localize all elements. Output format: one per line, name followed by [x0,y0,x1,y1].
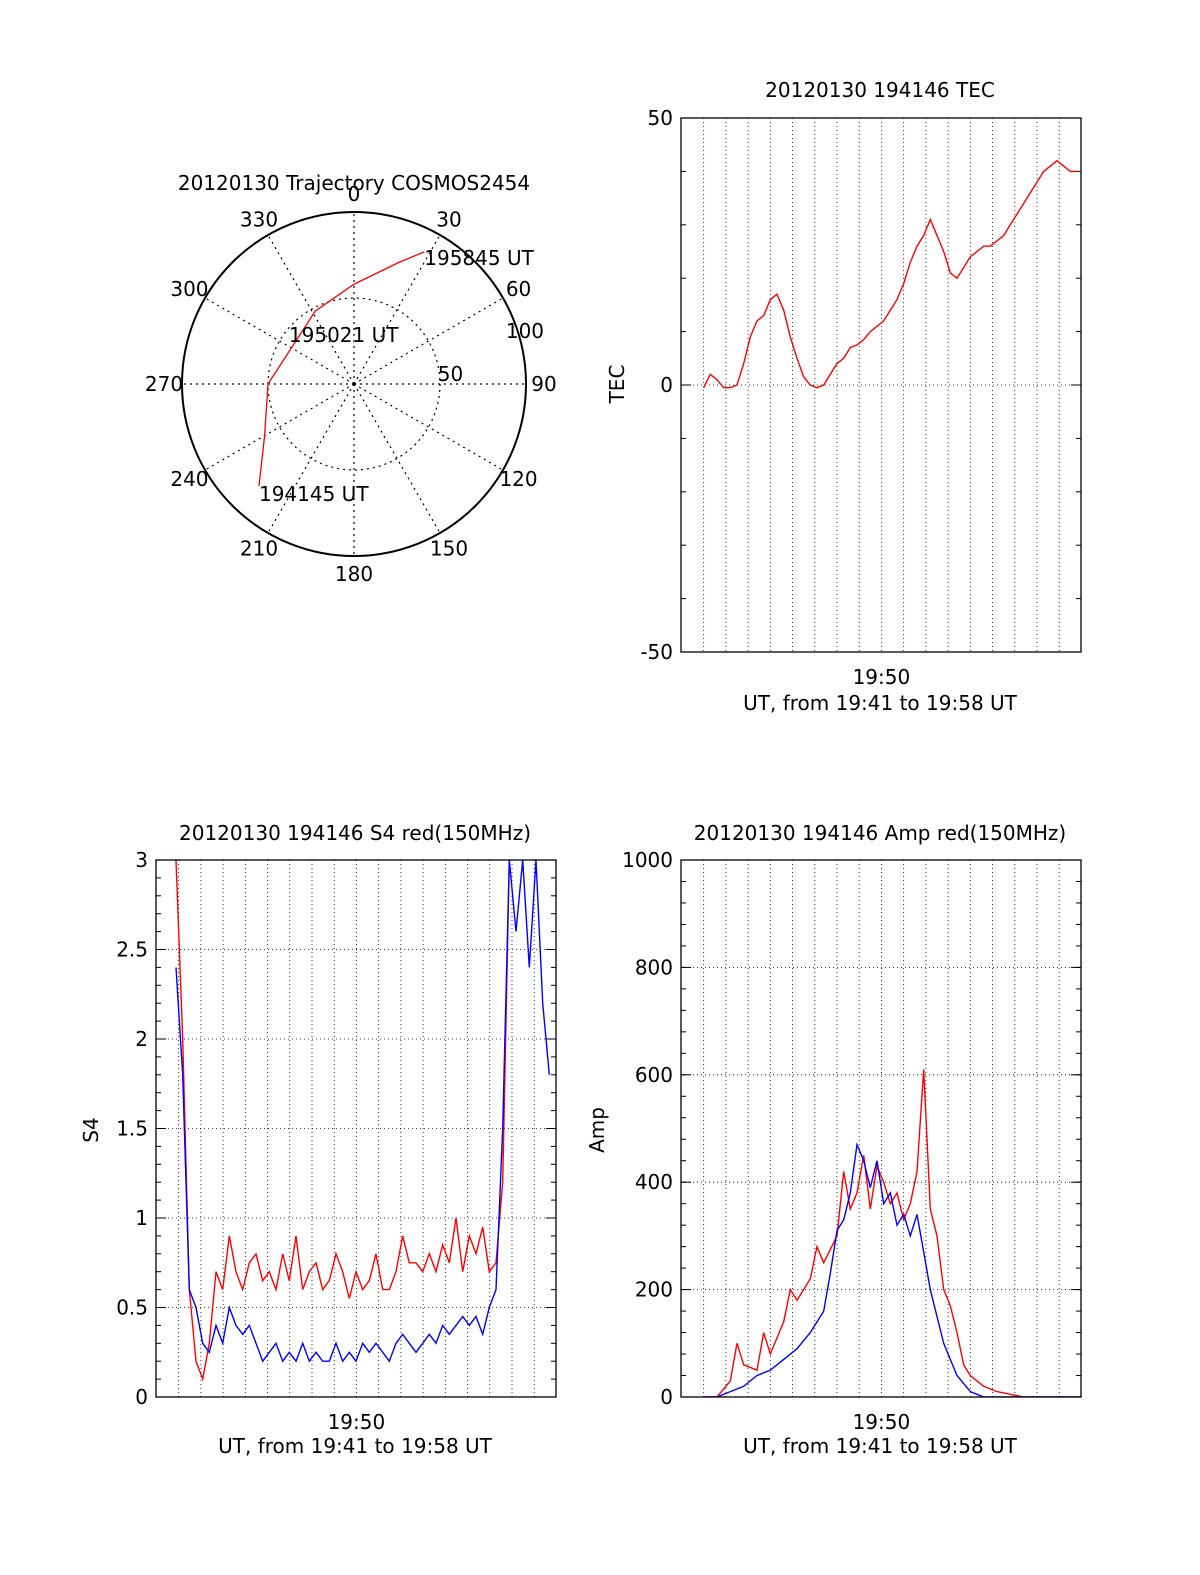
trajectory-series [258,251,425,486]
plot-frame [155,859,557,1398]
series-line-1 [703,159,1077,389]
series-line-2 [175,860,550,1363]
amp-y-axis-label: Amp [585,1107,609,1153]
polar-azimuth-label: 60 [506,277,531,301]
trajectory-time-annotation: 194145 UT [259,482,369,506]
y-tick-label: 3 [135,848,148,872]
tec-y-axis-label: TEC [605,365,629,405]
s4-plot-area: 0 0.5 1 1.5 2 2.5 3 19:50 [116,848,557,1434]
trajectory-line [258,251,425,486]
amp-title: 20120130 194146 Amp red(150MHz) [694,821,1066,845]
amp-plot-area: 0 200 400 600 800 1000 19:50 [622,848,1082,1434]
y-tick-label: 2.5 [116,938,148,962]
polar-azimuth-label: 90 [531,372,556,396]
y-tick-label: -50 [640,640,673,664]
x-tick-label: 19:50 [853,665,911,689]
polar-radial-label: 100 [506,319,544,343]
y-tick-label: 1.5 [116,1117,148,1141]
y-tick-label: 0 [660,1385,673,1409]
polar-trajectory-plot: 20120130 Trajectory COSMOS2454 0 30 60 90 12… [145,171,557,586]
polar-azimuth-label: 210 [240,537,278,561]
polar-azimuth-label: 150 [430,537,468,561]
s4-plot: 20120130 194146 S4 red(150MHz) S4 UT, fr… [79,821,557,1458]
polar-azimuth-label: 0 [348,182,361,206]
y-tick-label: 200 [635,1278,673,1302]
y-tick-label: 0 [135,1385,148,1409]
polar-radial-label: 50 [438,362,463,386]
polar-spoke-line [353,234,441,385]
polar-azimuth-label: 180 [335,562,373,586]
s4-x-axis-label: UT, from 19:41 to 19:58 UT [218,1434,493,1458]
polar-azimuth-labels: 0 30 60 90 120 150 180 210 240 270 300 330 [145,182,557,586]
polar-grid [181,211,527,557]
polar-azimuth-label: 330 [240,207,278,231]
tec-plot-area: 50 0 -50 19:50 [640,106,1082,689]
y-tick-label: 400 [635,1170,673,1194]
y-tick-label: 0.5 [116,1296,148,1320]
polar-outer-circle [181,211,527,557]
y-tick-label: 1000 [622,848,673,872]
trajectory-annotations: 195845 UT 195021 UT 194145 UT [259,246,535,506]
amp-plot: 20120130 194146 Amp red(150MHz) Amp UT, … [585,821,1082,1458]
y-tick-label: 1 [135,1206,148,1230]
polar-radial-labels: 50 100 [438,319,544,386]
tec-x-axis-label: UT, from 19:41 to 19:58 UT [743,691,1018,715]
y-tick-label: 50 [648,106,673,130]
polar-azimuth-label: 300 [170,277,208,301]
trajectory-time-annotation: 195021 UT [289,323,399,347]
x-tick-label: 19:50 [328,1410,386,1434]
polar-azimuth-label: 120 [499,467,537,491]
tec-title: 20120130 194146 TEC [765,78,995,102]
x-tick-label: 19:50 [853,1410,911,1434]
y-tick-label: 0 [660,373,673,397]
s4-title: 20120130 194146 S4 red(150MHz) [179,821,531,845]
plot-frame [680,859,1082,1398]
polar-spoke-line [353,297,504,385]
polar-spoke-line [204,383,355,471]
tec-plot: 20120130 194146 TEC TEC UT, from 19:41 t… [605,78,1082,715]
polar-spoke-line [267,234,355,385]
polar-spoke-line [204,297,355,385]
y-tick-label: 800 [635,955,673,979]
polar-azimuth-label: 240 [170,467,208,491]
y-tick-label: 2 [135,1027,148,1051]
s4-y-axis-label: S4 [79,1117,103,1142]
polar-azimuth-label: 270 [145,372,183,396]
trajectory-time-annotation: 195845 UT [424,246,534,270]
polar-spoke-line [353,383,441,534]
series-line-1 [703,1069,1081,1397]
amp-x-axis-label: UT, from 19:41 to 19:58 UT [743,1434,1018,1458]
polar-azimuth-label: 30 [436,207,461,231]
polar-spoke-line [353,383,504,471]
y-tick-label: 600 [635,1063,673,1087]
series-line-1 [175,860,510,1382]
plot-frame [680,117,1082,653]
polar-title: 20120130 Trajectory COSMOS2454 [178,171,530,195]
polar-spoke-line [267,383,355,534]
series-line-2 [703,1141,1081,1397]
